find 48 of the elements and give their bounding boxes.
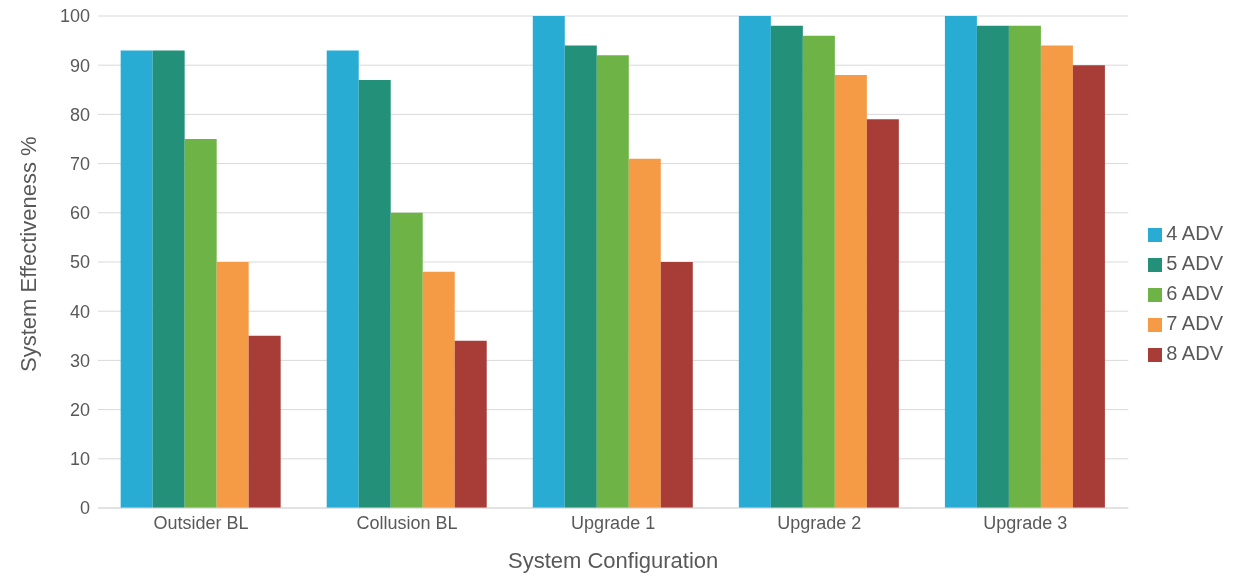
bar [216,262,249,508]
y-tick-label: 70 [69,153,90,174]
bar [120,50,153,508]
bar [802,35,835,508]
bar [248,335,281,508]
bar [660,262,693,508]
bar [866,119,899,508]
x-tick-label: Collusion BL [356,512,458,533]
legend-label: 7 ADV [1166,312,1223,334]
bar [770,25,803,508]
y-tick-label: 10 [69,449,90,470]
y-tick-label: 80 [69,104,90,125]
bar [532,16,565,508]
y-tick-label: 0 [79,498,90,519]
y-tick-label: 60 [69,203,90,224]
bar [944,16,977,508]
legend-label: 5 ADV [1166,252,1223,274]
y-tick-label: 20 [69,399,90,420]
y-tick-label: 50 [69,252,90,273]
bar [564,45,597,508]
bar [184,139,217,508]
bar [390,212,423,508]
bar [358,79,391,508]
bar [326,50,359,508]
bar [422,271,455,508]
bar [1008,25,1041,508]
bar [738,16,771,508]
bar [1072,65,1105,508]
y-tick-label: 100 [59,6,90,27]
y-tick-label: 30 [69,350,90,371]
legend-label: 6 ADV [1166,282,1223,304]
x-tick-label: Outsider BL [153,512,249,533]
bar [1040,45,1073,508]
y-axis-title: System Effectiveness % [15,136,41,372]
x-tick-label: Upgrade 2 [777,512,862,533]
y-tick-label: 90 [69,55,90,76]
bar [596,55,629,508]
legend-label: 8 ADV [1166,342,1223,364]
bar [454,340,487,508]
legend-label: 4 ADV [1166,222,1223,244]
bar [976,25,1009,508]
bar [152,50,185,508]
bar [834,75,867,508]
y-tick-label: 40 [69,301,90,322]
x-axis-title: System Configuration [507,548,719,573]
x-tick-label: Upgrade 1 [571,512,656,533]
x-tick-label: Upgrade 3 [983,512,1068,533]
bar [628,158,661,508]
